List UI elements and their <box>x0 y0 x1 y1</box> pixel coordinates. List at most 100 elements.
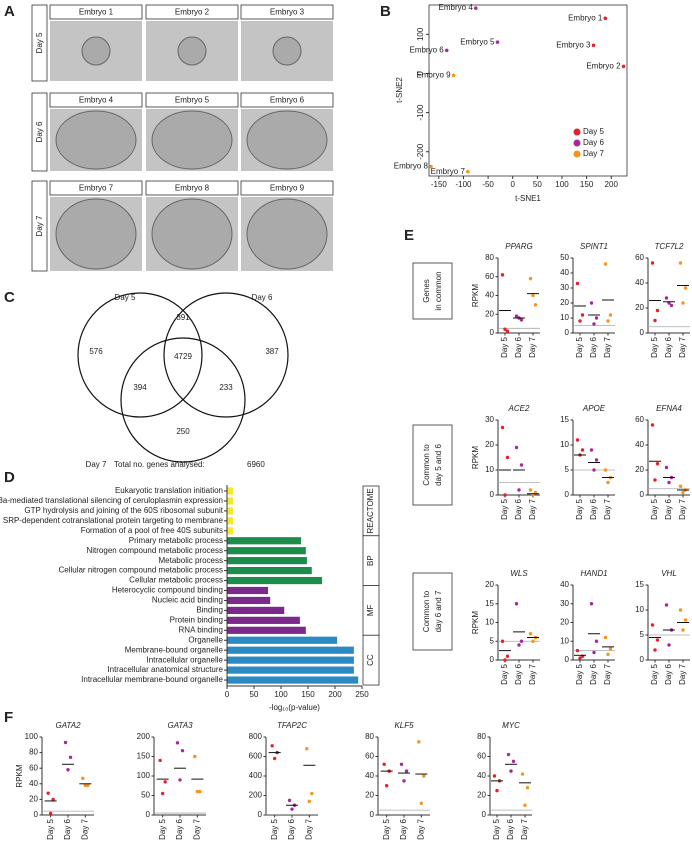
point <box>580 313 585 317</box>
x-tick-label: Day 5 <box>575 498 584 519</box>
y-tick-label: 50 <box>560 253 569 262</box>
x-tick-label: Day 6 <box>514 498 523 519</box>
bar <box>227 676 359 684</box>
point <box>606 652 610 657</box>
chart-title: PPARG <box>505 242 532 251</box>
point <box>681 490 685 495</box>
x-tick-label: Day 5 <box>575 663 584 684</box>
category-label: Eukaryotic translation initiation <box>115 486 223 495</box>
legend-marker <box>573 139 581 147</box>
category-label: Protein binding <box>170 615 223 624</box>
panel-label: A <box>4 3 15 20</box>
embryo <box>151 198 233 270</box>
bar <box>227 586 269 595</box>
point <box>653 318 657 323</box>
bar <box>227 616 300 624</box>
bar <box>227 666 354 674</box>
x-tick-label: 100 <box>274 690 288 699</box>
day-label: Day 6 <box>35 121 44 142</box>
y-tick-label: 80 <box>29 748 38 757</box>
y-axis-label: t-SNE2 <box>395 77 404 103</box>
x-tick-label: Day 5 <box>46 818 55 839</box>
group-label: MF <box>366 605 375 617</box>
x-axis-label: -log₁₀(p-value) <box>269 703 320 712</box>
point-label: Embryo 9 <box>416 71 451 80</box>
point <box>578 656 582 660</box>
point <box>589 602 594 606</box>
x-tick-label: 50 <box>533 180 542 189</box>
point <box>46 791 50 795</box>
category-label: Primary metabolic process <box>129 536 223 545</box>
y-tick-label: 20 <box>560 618 569 627</box>
y-tick-label: 30 <box>560 599 569 608</box>
point <box>517 488 521 492</box>
y-tick-label: -200 <box>416 143 425 160</box>
point <box>520 772 525 776</box>
y-axis-label: RPKM <box>15 764 24 787</box>
point <box>422 774 426 778</box>
point <box>667 480 671 485</box>
bar <box>227 636 338 644</box>
panel-label: E <box>404 227 414 244</box>
point <box>531 293 535 298</box>
x-tick-label: Day 7 <box>520 818 529 839</box>
row-label-box <box>412 572 453 651</box>
y-tick-label: 5 <box>565 465 570 474</box>
y-axis-label: RPKM <box>471 284 480 307</box>
embryo <box>272 36 302 66</box>
bar <box>227 507 233 515</box>
chart-title: MYC <box>502 721 520 730</box>
x-tick-label: Day 6 <box>399 818 408 839</box>
y-tick-label: 10 <box>485 618 494 627</box>
y-tick-label: 20 <box>477 791 486 800</box>
venn-count: 250 <box>176 427 190 436</box>
point <box>272 756 277 761</box>
venn-count: 391 <box>176 313 190 322</box>
point <box>180 748 185 753</box>
y-tick-label: 10 <box>560 313 569 322</box>
point <box>519 463 524 467</box>
x-tick-label: Day 6 <box>175 818 184 839</box>
point <box>650 423 655 427</box>
chart-title: KLF5 <box>394 721 414 730</box>
x-tick-label: -50 <box>482 180 494 189</box>
y-tick-label: 0 <box>34 810 39 819</box>
point <box>606 480 610 485</box>
chart-title: VHL <box>661 569 677 578</box>
point <box>589 448 594 452</box>
venn-circle <box>120 337 246 463</box>
x-tick-label: Day 5 <box>158 818 167 839</box>
y-tick-label: 5 <box>640 630 645 639</box>
row-label: day 5 and 6 <box>434 444 443 486</box>
bar <box>227 497 233 505</box>
legend-marker <box>573 128 581 136</box>
x-tick-label: Day 7 <box>528 336 537 357</box>
point <box>575 281 580 286</box>
point <box>500 273 505 277</box>
bar <box>227 527 233 535</box>
category-label: Nucleic acid binding <box>152 596 223 605</box>
chart-title: TFAP2C <box>277 721 307 730</box>
y-tick-label: 15 <box>635 580 644 589</box>
y-tick-label: 800 <box>249 732 263 741</box>
venn-count: 576 <box>89 347 103 356</box>
point <box>193 754 197 759</box>
point <box>473 6 478 10</box>
point <box>81 776 85 781</box>
y-tick-label: 10 <box>560 440 569 449</box>
x-tick-label: Day 6 <box>589 663 598 684</box>
point <box>290 807 294 811</box>
point <box>519 639 524 643</box>
group-label: CC <box>366 654 375 666</box>
x-tick-label: Day 5 <box>500 336 509 357</box>
point <box>621 64 626 69</box>
point <box>382 762 386 766</box>
row-label-box <box>412 262 453 320</box>
y-tick-label: 30 <box>485 415 494 424</box>
x-tick-label: Day 7 <box>416 818 425 839</box>
bar <box>227 567 312 575</box>
y-tick-label: 40 <box>635 440 644 449</box>
y-tick-label: 100 <box>137 771 151 780</box>
y-tick-label: 100 <box>416 27 425 41</box>
point <box>525 786 530 790</box>
